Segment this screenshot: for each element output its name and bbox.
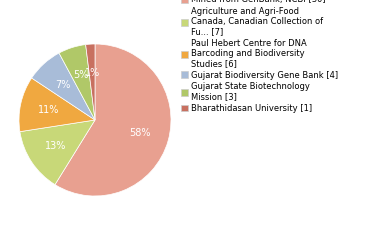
Wedge shape bbox=[19, 78, 95, 132]
Wedge shape bbox=[55, 44, 171, 196]
Text: 5%: 5% bbox=[73, 70, 89, 80]
Text: 11%: 11% bbox=[38, 105, 60, 115]
Legend: Mined from GenBank, NCBI [30], Agriculture and Agri-Food
Canada, Canadian Collec: Mined from GenBank, NCBI [30], Agricultu… bbox=[180, 0, 339, 113]
Wedge shape bbox=[59, 45, 95, 120]
Text: 7%: 7% bbox=[55, 80, 71, 90]
Text: 13%: 13% bbox=[45, 141, 66, 151]
Text: 1%: 1% bbox=[84, 68, 100, 78]
Wedge shape bbox=[86, 44, 95, 120]
Text: 58%: 58% bbox=[130, 128, 151, 138]
Wedge shape bbox=[20, 120, 95, 185]
Wedge shape bbox=[32, 53, 95, 120]
